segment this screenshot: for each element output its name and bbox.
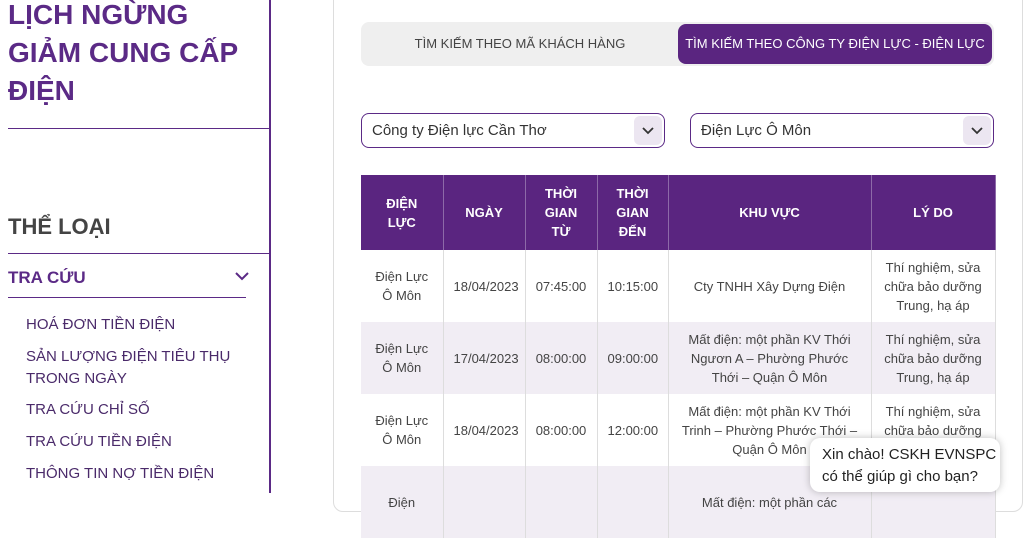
table-cell: 09:00:00 [597, 322, 669, 394]
table-cell: Cty TNHH Xây Dựng Điện [668, 250, 872, 322]
table-cell: 10:15:00 [597, 250, 669, 322]
column-header: THỜI GIAN TỪ [525, 175, 598, 250]
table-cell [443, 466, 526, 538]
column-header: LÝ DO [871, 175, 996, 250]
column-header: THỜI GIAN ĐẾN [597, 175, 669, 250]
chevron [235, 272, 249, 281]
select-value: Công ty Điện lực Cần Thơ [372, 122, 547, 139]
table-cell: 12:00:00 [597, 394, 669, 466]
column-header: KHU VỰC [668, 175, 872, 250]
select-button [963, 116, 991, 145]
menu-item[interactable]: HOÁ ĐƠN TIỀN ĐIỆN [26, 316, 176, 333]
table-cell: Thí nghiệm, sửa chữa bảo dưỡng Trung, hạ… [871, 250, 996, 322]
header-row: ĐIỆN LỰC NGÀY THỜI GIAN TỪ THỜI GIAN ĐẾN KHU… [361, 175, 996, 250]
table-cell: Điện [361, 466, 444, 538]
tab[interactable]: TÌM KIẾM THEO MÃ KHÁCH HÀNG [414, 36, 626, 51]
category-heading: THỂ LOẠI [8, 214, 111, 239]
schedule-table: ĐIỆN LỰC NGÀY THỜI GIAN TỪ THỜI GIAN ĐẾN KHU… [361, 175, 996, 538]
chat-bubble[interactable]: Xin chào! CSKH EVNSPC có thể giúp gì cho… [810, 438, 1000, 492]
table-cell: 08:00:00 [525, 394, 598, 466]
table-cell: 08:00:00 [525, 322, 598, 394]
table-cell: 07:45:00 [525, 250, 598, 322]
column-header: ĐIỆN LỰC [361, 175, 444, 250]
menu-item[interactable]: SẢN LƯỢNG ĐIỆN TIÊU THỤ TRONG NGÀY [26, 348, 231, 387]
menu-item[interactable]: TRA CỨU TIỀN ĐIỆN [26, 433, 172, 450]
table-cell [597, 466, 669, 538]
table-row: Điện Lực Ô Môn 18/04/2023 08:00:00 12:00:00… [361, 394, 996, 466]
tab-active[interactable]: TÌM KIẾM THEO CÔNG TY ĐIỆN LỰC - ĐIỆN LỰ… [678, 24, 992, 64]
select-button [634, 116, 662, 145]
menu-item[interactable]: TRA CỨU CHỈ SỐ [26, 401, 150, 418]
select[interactable]: Công ty Điện lực Cần Thơ [361, 113, 665, 148]
divider [269, 0, 271, 493]
table-row: Điện Lực Ô Môn 17/04/2023 08:00:00 09:00:00… [361, 322, 996, 394]
section-toggle[interactable]: TRA CỨU [8, 268, 86, 287]
table-cell: Thí nghiệm, sửa chữa bảo dưỡng Trung, hạ… [871, 322, 996, 394]
table-cell: 18/04/2023 [443, 250, 526, 322]
table-cell: Điện Lực Ô Môn [361, 250, 444, 322]
table-cell: Điện Lực Ô Môn [361, 322, 444, 394]
divider [8, 128, 270, 129]
divider [8, 253, 270, 254]
select-value: Điện Lực Ô Môn [701, 122, 812, 139]
table-cell: Điện Lực Ô Môn [361, 394, 444, 466]
menu-item[interactable]: THÔNG TIN NỢ TIỀN ĐIỆN [26, 465, 215, 482]
table-row: Điện Lực Ô Môn 18/04/2023 07:45:00 10:15:00… [361, 250, 996, 322]
divider [8, 297, 246, 298]
column-header: NGÀY [443, 175, 526, 250]
page-title: LỊCH NGỪNG GIẢM CUNG CẤP ĐIỆN [8, 0, 238, 106]
table-cell: Mất điện: một phần KV Thới Ngươn A – Phư… [668, 322, 872, 394]
select[interactable]: Điện Lực Ô Môn [690, 113, 994, 148]
table-cell: 18/04/2023 [443, 394, 526, 466]
page: LỊCH NGỪNG GIẢM CUNG CẤP ĐIỆN THỂ LOẠI T… [8, 0, 1023, 538]
table-cell [525, 466, 598, 538]
table-cell: 17/04/2023 [443, 322, 526, 394]
